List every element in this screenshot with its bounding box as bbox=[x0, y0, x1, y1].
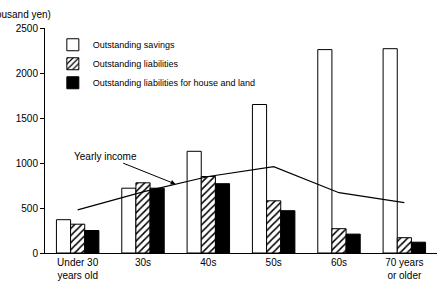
svg-text:50s: 50s bbox=[266, 257, 282, 268]
svg-text:1000: 1000 bbox=[16, 158, 39, 169]
svg-text:1500: 1500 bbox=[16, 113, 39, 124]
svg-text:Yearly income: Yearly income bbox=[74, 151, 137, 162]
svg-text:Outstanding savings: Outstanding savings bbox=[93, 40, 175, 50]
svg-text:2000: 2000 bbox=[16, 68, 39, 79]
svg-text:(in ten thousand yen): (in ten thousand yen) bbox=[0, 9, 51, 20]
svg-text:30s: 30s bbox=[135, 257, 151, 268]
svg-text:0: 0 bbox=[32, 248, 38, 259]
svg-text:70 yearsor older: 70 yearsor older bbox=[385, 257, 423, 281]
svg-text:40s: 40s bbox=[200, 257, 216, 268]
svg-text:500: 500 bbox=[21, 203, 38, 214]
svg-text:2500: 2500 bbox=[16, 23, 39, 34]
svg-text:Under 30years old: Under 30years old bbox=[57, 257, 99, 281]
svg-text:60s: 60s bbox=[331, 257, 347, 268]
svg-text:Outstanding liabilities for ho: Outstanding liabilities for house and la… bbox=[93, 78, 255, 88]
svg-text:Outstanding liabilities: Outstanding liabilities bbox=[93, 59, 179, 69]
